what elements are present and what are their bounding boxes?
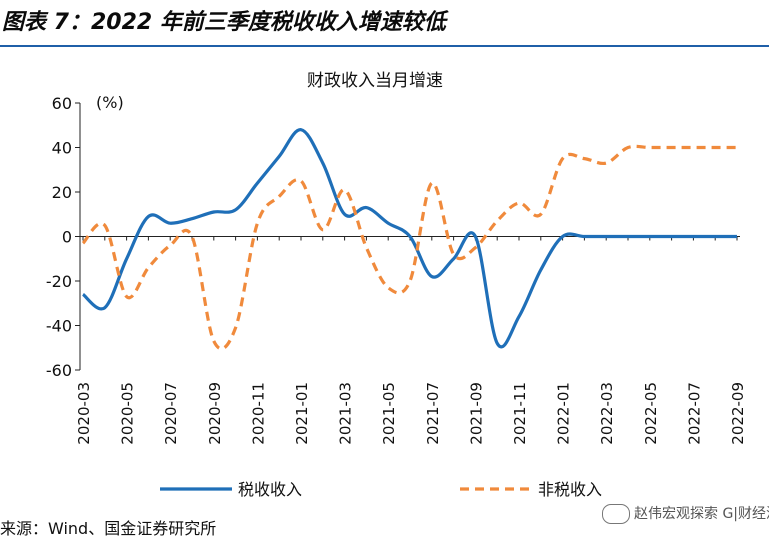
- chart-title: 财政收入当月增速: [307, 71, 443, 91]
- y-tick-label: 20: [52, 183, 72, 202]
- y-tick-label: 0: [62, 228, 72, 247]
- x-tick-label: 2021-07: [424, 382, 442, 445]
- nontax-revenue-line: [81, 144, 737, 351]
- x-tick-label: 2022-09: [729, 382, 747, 445]
- x-tick-label: 2022-01: [555, 382, 573, 445]
- x-tick-label: 2020-03: [75, 382, 93, 445]
- x-tick-label: 2021-09: [467, 382, 485, 445]
- legend-nontax-label: 非税收入: [538, 480, 602, 499]
- figure-title: 图表 7：2022 年前三季度税收收入增速较低: [2, 10, 446, 35]
- y-tick-label: -40: [46, 317, 72, 336]
- x-tick-label: 2022-05: [642, 382, 660, 445]
- x-tick-label: 2022-07: [685, 382, 703, 445]
- y-tick-label: -60: [46, 361, 72, 380]
- watermark: 赵伟宏观探索 G|财经汇: [602, 503, 769, 524]
- x-tick-label: 2020-09: [206, 382, 224, 445]
- x-tick-label: 2020-11: [249, 382, 267, 445]
- x-tick-label: 2020-05: [119, 382, 137, 445]
- legend-tax-label: 税收收入: [238, 480, 302, 499]
- title-rule: [0, 45, 769, 47]
- y-unit-label: (%): [96, 93, 124, 112]
- x-tick-label: 2021-05: [380, 382, 398, 445]
- watermark-text: 赵伟宏观探索 G|财经汇: [634, 506, 769, 522]
- series-lines: [81, 128, 738, 351]
- x-tick-label: 2021-11: [511, 382, 529, 445]
- x-tick-label: 2022-03: [598, 382, 616, 445]
- source-note: 来源：Wind、国金证券研究所: [0, 519, 217, 538]
- legend: 税收收入 非税收入: [160, 480, 602, 499]
- y-tick-label: -20: [46, 272, 72, 291]
- x-tick-label: 2021-01: [293, 382, 311, 445]
- x-tick-label: 2021-03: [337, 382, 355, 445]
- y-tick-label: 40: [52, 139, 72, 158]
- wechat-icon: [602, 504, 630, 524]
- x-tick-label: 2020-07: [162, 382, 180, 445]
- tax-revenue-line: [81, 128, 737, 349]
- y-tick-label: 60: [52, 94, 72, 113]
